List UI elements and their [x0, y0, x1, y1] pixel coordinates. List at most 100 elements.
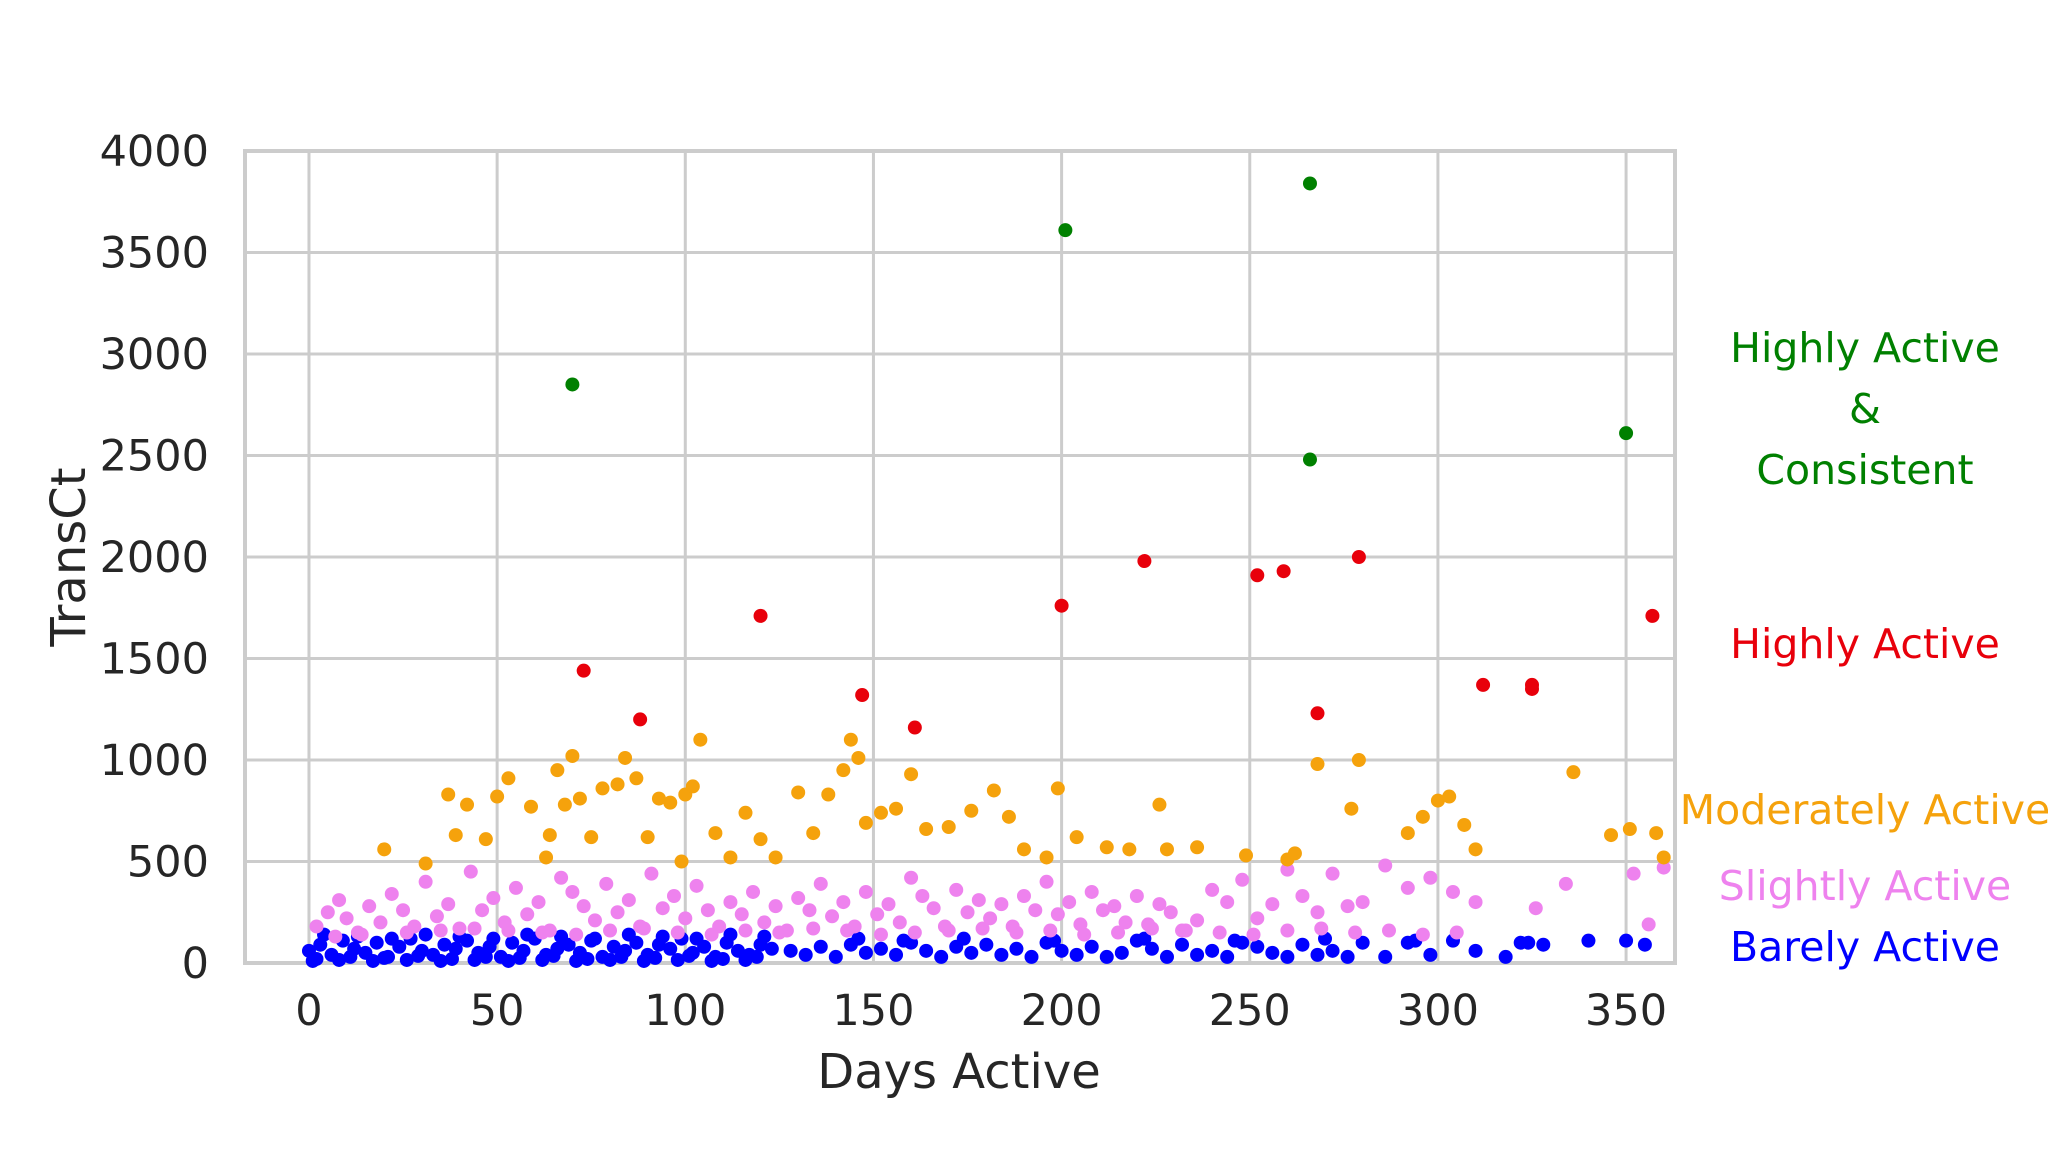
data-point — [1449, 925, 1464, 940]
data-point — [535, 925, 550, 940]
data-point — [873, 941, 888, 956]
category-labels: Highly Active & Consistent Highly Active Mod… — [1680, 324, 2048, 971]
data-point — [926, 901, 941, 916]
data-point — [1645, 608, 1660, 623]
data-point — [1054, 943, 1069, 958]
data-point — [1340, 899, 1355, 914]
data-point — [1220, 949, 1235, 964]
data-point — [1163, 905, 1178, 920]
data-point — [964, 803, 979, 818]
data-point — [651, 791, 666, 806]
data-point — [1265, 945, 1280, 960]
data-point — [1144, 941, 1159, 956]
data-point — [418, 874, 433, 889]
data-point — [806, 921, 821, 936]
data-point — [843, 732, 858, 747]
data-point — [1235, 872, 1250, 887]
data-point — [1016, 889, 1031, 904]
data-point — [858, 815, 873, 830]
data-point — [373, 915, 388, 930]
category-label: Moderately Active — [1680, 786, 2048, 834]
data-point — [1159, 842, 1174, 857]
data-point — [919, 943, 934, 958]
data-point — [565, 377, 580, 392]
x-tick-label: 250 — [1209, 986, 1291, 1036]
data-point — [1637, 937, 1652, 952]
data-point — [1265, 897, 1280, 912]
data-point — [904, 870, 919, 885]
data-point — [1280, 949, 1295, 964]
data-point — [704, 927, 719, 942]
data-point — [576, 663, 591, 678]
data-point — [505, 935, 520, 950]
data-point — [858, 945, 873, 960]
data-point — [941, 923, 956, 938]
data-point — [1528, 901, 1543, 916]
data-point — [1566, 765, 1581, 780]
data-point — [685, 779, 700, 794]
data-point — [1619, 933, 1634, 948]
data-point — [689, 931, 704, 946]
data-point — [467, 921, 482, 936]
data-point — [802, 903, 817, 918]
data-points — [301, 176, 1671, 968]
data-point — [941, 819, 956, 834]
data-point — [606, 939, 621, 954]
data-point — [1239, 848, 1253, 863]
data-point — [399, 952, 414, 967]
data-point — [889, 801, 904, 816]
x-tick-label: 300 — [1397, 986, 1479, 1036]
data-point — [956, 931, 971, 946]
data-point — [873, 805, 888, 820]
data-point — [1137, 931, 1152, 946]
data-point — [870, 907, 885, 922]
data-point — [1619, 426, 1634, 441]
data-point — [667, 889, 681, 904]
data-point — [1084, 884, 1099, 899]
data-point — [1355, 935, 1370, 950]
data-point — [1415, 927, 1430, 942]
data-point — [734, 907, 749, 922]
data-point — [1310, 947, 1325, 962]
data-point — [704, 953, 719, 968]
data-point — [1001, 809, 1016, 824]
data-point — [512, 950, 527, 965]
data-point — [610, 777, 625, 792]
data-point — [1069, 947, 1084, 962]
data-point — [855, 688, 870, 703]
data-point — [486, 891, 501, 906]
data-point — [1626, 866, 1641, 881]
data-point — [1378, 858, 1393, 873]
data-point — [1175, 937, 1190, 952]
data-point — [520, 907, 535, 922]
data-point — [889, 947, 904, 962]
data-point — [1099, 840, 1114, 855]
series-highly-active-consistent — [565, 176, 1634, 467]
x-axis-label: Days Active — [817, 1044, 1101, 1100]
data-point — [813, 939, 828, 954]
data-point — [964, 945, 979, 960]
data-point — [1457, 817, 1472, 832]
data-point — [840, 923, 855, 938]
data-point — [354, 927, 369, 942]
data-point — [975, 921, 990, 936]
data-point — [1058, 223, 1073, 238]
data-point — [1649, 826, 1664, 841]
data-point — [599, 876, 614, 891]
data-point — [1442, 789, 1457, 804]
data-point — [986, 783, 1001, 798]
x-tick-label: 150 — [832, 986, 914, 1036]
data-point — [1604, 828, 1619, 843]
data-point — [723, 850, 738, 865]
data-point — [1227, 933, 1242, 948]
data-point — [1325, 943, 1340, 958]
x-tick-label: 0 — [295, 986, 322, 1036]
data-point — [501, 953, 516, 968]
data-point — [633, 712, 648, 727]
category-label: Slightly Active — [1719, 862, 2011, 910]
data-point — [663, 941, 678, 956]
data-point — [1054, 598, 1069, 613]
data-point — [1340, 949, 1355, 964]
data-point — [411, 948, 426, 963]
data-point — [531, 895, 546, 910]
